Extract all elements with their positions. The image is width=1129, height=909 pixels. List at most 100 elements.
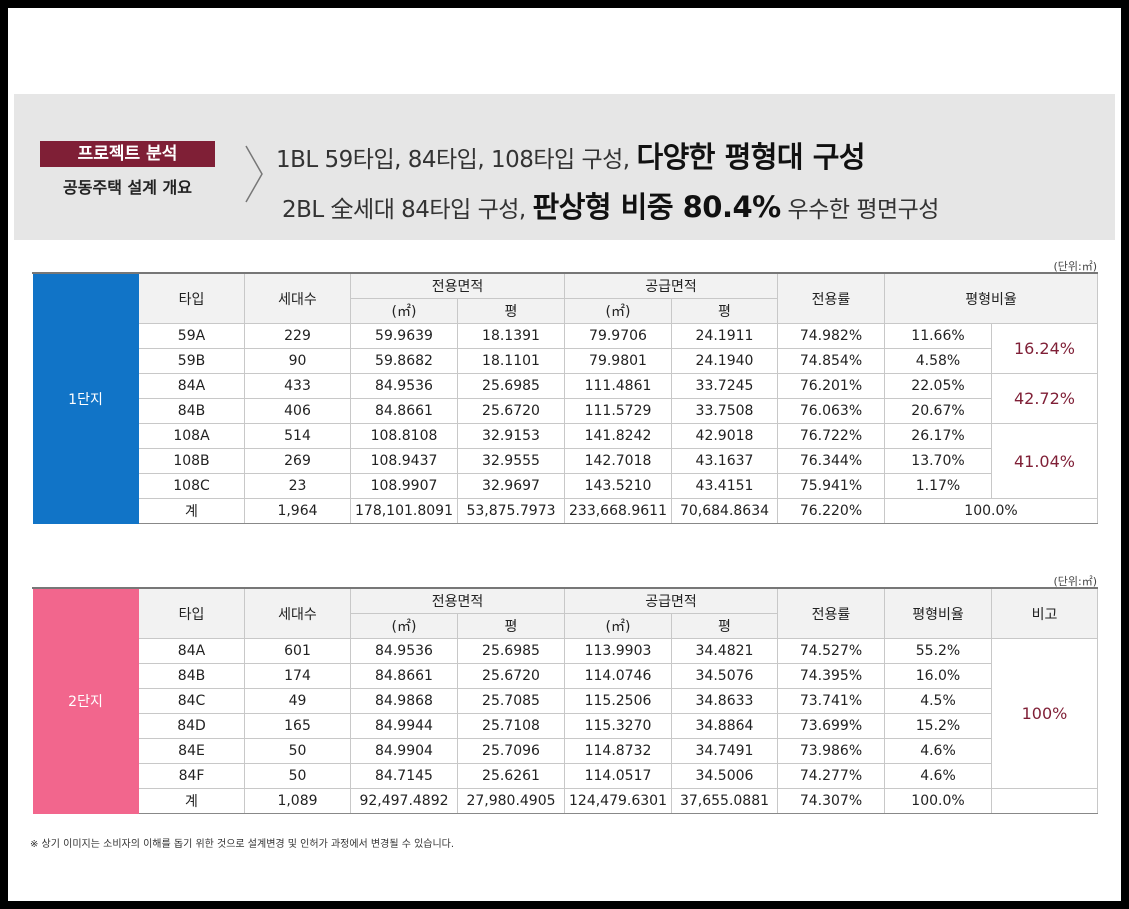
cell: 70,684.8634 — [671, 498, 778, 524]
cell: 25.6985 — [457, 373, 565, 399]
cell: 111.5729 — [564, 398, 672, 424]
complex-1-table: 1단지 타입 세대수 전용면적 공급면적 전용률 평형비율 (㎡) 평 (㎡) … — [32, 272, 1098, 524]
cell: 108C — [138, 473, 245, 499]
cell: 27,980.4905 — [457, 788, 565, 814]
cell: 50 — [244, 738, 351, 764]
cell: 108.8108 — [350, 423, 458, 449]
cell: 43.4151 — [671, 473, 778, 499]
cell: 142.7018 — [564, 448, 672, 474]
cell: 59.8682 — [350, 348, 458, 374]
cell: 165 — [244, 713, 351, 739]
col-exclusive-area: 전용면적 — [350, 587, 565, 614]
cell: 22.05% — [884, 373, 992, 399]
cell: 74.307% — [777, 788, 885, 814]
cell: 84.9904 — [350, 738, 458, 764]
footnote: ※ 상기 이미지는 소비자의 이해를 돕기 위한 것으로 설계변경 및 인허가 … — [30, 839, 455, 850]
col-supply-area: 공급면적 — [564, 272, 778, 299]
cell: 74.277% — [777, 763, 885, 789]
cell: 20.67% — [884, 398, 992, 424]
complex-2-label: 2단지 — [32, 587, 139, 814]
cell: 76.220% — [777, 498, 885, 524]
col-exclusive-sqm: (㎡) — [350, 613, 458, 639]
cell: 229 — [244, 323, 351, 349]
table-row: 84B 174 84.8661 25.6720 114.0746 34.5076… — [33, 663, 1098, 689]
cell: 4.58% — [884, 348, 992, 374]
cell: 13.70% — [884, 448, 992, 474]
cell: 23 — [244, 473, 351, 499]
cell: 25.7108 — [457, 713, 565, 739]
total-row: 계 1,089 92,497.4892 27,980.4905 124,479.… — [33, 788, 1098, 814]
complex-1-label: 1단지 — [32, 272, 139, 524]
cell: 33.7508 — [671, 398, 778, 424]
cell: 76.344% — [777, 448, 885, 474]
col-supply-pyeong: 평 — [671, 613, 778, 639]
cell: 406 — [244, 398, 351, 424]
col-exclusive-sqm: (㎡) — [350, 298, 458, 324]
cell: 34.7491 — [671, 738, 778, 764]
cell: 113.9903 — [564, 638, 672, 664]
cell: 1.17% — [884, 473, 992, 499]
cell: 84E — [138, 738, 245, 764]
cell: 50 — [244, 763, 351, 789]
cell: 141.8242 — [564, 423, 672, 449]
cell: 34.5076 — [671, 663, 778, 689]
cell: 24.1911 — [671, 323, 778, 349]
cell: 33.7245 — [671, 373, 778, 399]
cell: 15.2% — [884, 713, 992, 739]
cell: 34.8864 — [671, 713, 778, 739]
col-supply-area: 공급면적 — [564, 587, 778, 614]
cell: 76.722% — [777, 423, 885, 449]
complex-2-table: 2단지 타입 세대수 전용면적 공급면적 전용률 평형비율 비고 (㎡) 평 (… — [32, 587, 1098, 814]
cell: 178,101.8091 — [350, 498, 458, 524]
cell: 115.2506 — [564, 688, 672, 714]
headline-1-emphasis: 다양한 평형대 구성 — [636, 140, 866, 174]
cell: 108B — [138, 448, 245, 474]
page-frame: 프로젝트 분석 공동주택 설계 개요 1BL 59타입, 84타입, 108타입… — [8, 8, 1121, 901]
col-size-ratio: 평형비율 — [884, 587, 992, 639]
col-exclusive-pyeong: 평 — [457, 613, 565, 639]
cell: 84C — [138, 688, 245, 714]
cell: 74.395% — [777, 663, 885, 689]
col-supply-pyeong: 평 — [671, 298, 778, 324]
cell: 18.1101 — [457, 348, 565, 374]
cell: 114.8732 — [564, 738, 672, 764]
cell: 124,479.6301 — [564, 788, 672, 814]
table-row: 84E 50 84.9904 25.7096 114.8732 34.7491 … — [33, 738, 1098, 764]
col-households: 세대수 — [244, 272, 351, 324]
cell: 84.9536 — [350, 373, 458, 399]
cell: 115.3270 — [564, 713, 672, 739]
cell: 84A — [138, 638, 245, 664]
cell: 84.9868 — [350, 688, 458, 714]
cell: 59.9639 — [350, 323, 458, 349]
cell: 79.9801 — [564, 348, 672, 374]
table-row: 84D 165 84.9944 25.7108 115.3270 34.8864… — [33, 713, 1098, 739]
headline-1-normal: 1BL 59타입, 84타입, 108타입 구성, — [276, 147, 630, 173]
cell: 24.1940 — [671, 348, 778, 374]
group-ratio-108: 41.04% — [991, 423, 1098, 499]
cell: 114.0746 — [564, 663, 672, 689]
cell: 1,964 — [244, 498, 351, 524]
col-remarks: 비고 — [991, 587, 1098, 639]
cell: 79.9706 — [564, 323, 672, 349]
cell: 143.5210 — [564, 473, 672, 499]
cell: 174 — [244, 663, 351, 689]
cell: 25.7096 — [457, 738, 565, 764]
cell: 18.1391 — [457, 323, 565, 349]
cell: 601 — [244, 638, 351, 664]
cell: 233,668.9611 — [564, 498, 672, 524]
cell: 32.9153 — [457, 423, 565, 449]
table-row: 59A 229 59.9639 18.1391 79.9706 24.1911 … — [33, 323, 1098, 374]
col-supply-sqm: (㎡) — [564, 613, 672, 639]
cell — [991, 788, 1098, 814]
col-size-ratio: 평형비율 — [884, 272, 1098, 324]
cell: 100.0% — [884, 788, 992, 814]
table-row: 108C 23 108.9907 32.9697 143.5210 43.415… — [33, 473, 1098, 499]
cell: 74.527% — [777, 638, 885, 664]
table-row: 108A 514 108.8108 32.9153 141.8242 42.90… — [33, 423, 1098, 499]
cell: 32.9555 — [457, 448, 565, 474]
cell: 84.8661 — [350, 398, 458, 424]
cell: 84.9944 — [350, 713, 458, 739]
cell: 55.2% — [884, 638, 992, 664]
cell: 108.9437 — [350, 448, 458, 474]
table-row: 84A 433 84.9536 25.6985 111.4861 33.7245… — [33, 373, 1098, 424]
